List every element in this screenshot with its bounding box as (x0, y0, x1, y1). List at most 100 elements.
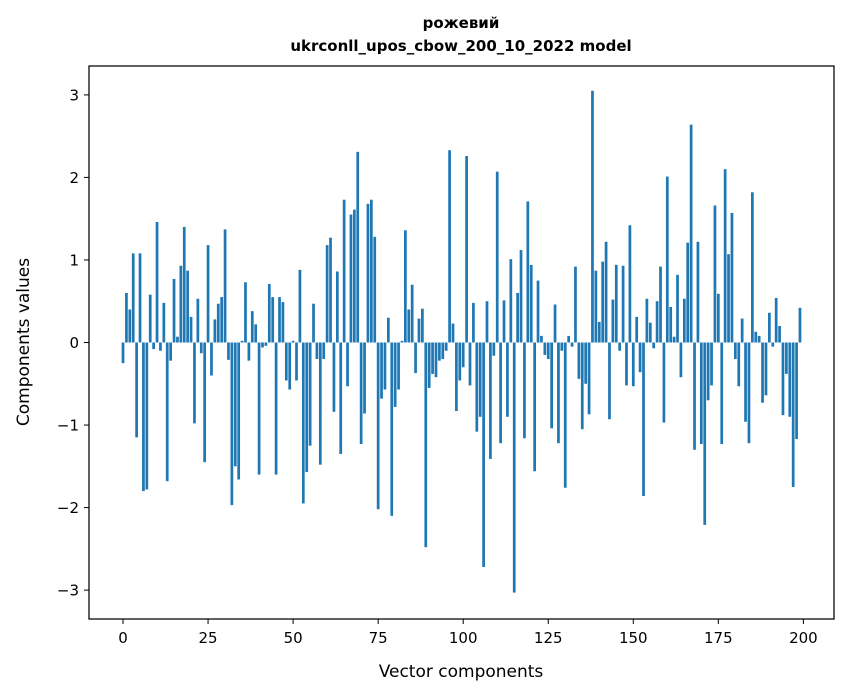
bar-component-99 (458, 342, 462, 381)
bar-component-51 (295, 342, 298, 381)
bar-component-56 (312, 303, 315, 343)
bar-component-187 (757, 335, 761, 343)
y-tick-label: −1 (57, 417, 79, 435)
y-tick-label: 1 (69, 251, 79, 269)
bar-component-112 (502, 300, 506, 343)
bar-component-37 (247, 342, 251, 361)
bar-component-71 (363, 342, 366, 414)
bar-component-111 (499, 342, 502, 444)
bar-component-26 (210, 342, 213, 376)
bar-component-61 (329, 237, 332, 343)
y-axis-ticks: −3 −2 −1 0 1 2 3 (57, 86, 89, 600)
bar-component-38 (250, 311, 254, 343)
bar-component-13 (165, 342, 169, 482)
bar-component-90 (427, 342, 431, 388)
bar-component-64 (339, 342, 343, 454)
bar-component-148 (625, 342, 628, 386)
bar-component-118 (523, 342, 526, 439)
x-tick-label: 25 (199, 629, 218, 647)
bar-component-186 (754, 331, 758, 343)
bar-component-124 (543, 342, 547, 355)
bar-component-66 (346, 342, 349, 387)
bar-component-125 (546, 342, 550, 360)
x-tick-label: 50 (284, 629, 303, 647)
bar-component-92 (434, 342, 438, 378)
bar-component-89 (424, 342, 428, 548)
bar-component-150 (631, 342, 635, 387)
bar-component-69 (356, 151, 360, 343)
bar-component-182 (740, 318, 744, 343)
bar-component-10 (155, 222, 159, 343)
bar-component-42 (264, 342, 268, 346)
x-tick-label: 0 (118, 629, 128, 647)
bar-component-177 (723, 169, 727, 343)
bar-component-52 (298, 269, 302, 343)
bar-component-44 (271, 297, 275, 343)
bar-component-22 (196, 298, 200, 343)
bar-component-57 (315, 342, 319, 360)
bar-component-88 (421, 308, 424, 343)
bar-component-95 (444, 342, 448, 351)
bar-component-17 (179, 265, 183, 343)
bar-component-146 (618, 342, 622, 351)
y-axis-label: Components values (14, 258, 34, 426)
bar-component-36 (244, 282, 247, 343)
bar-component-163 (676, 274, 679, 343)
bar-component-121 (533, 342, 536, 472)
bar-component-126 (550, 342, 554, 429)
bar-component-195 (785, 342, 788, 374)
bar-component-81 (397, 342, 400, 390)
bar-component-30 (223, 229, 227, 343)
bar-component-184 (747, 342, 751, 444)
bar-component-190 (768, 312, 771, 343)
bar-component-9 (152, 342, 155, 350)
bar-component-181 (737, 342, 741, 387)
bar-component-48 (284, 342, 288, 381)
bar-component-25 (206, 245, 210, 343)
bar-component-2 (128, 309, 132, 343)
bar-component-33 (233, 342, 237, 467)
bar-component-76 (380, 342, 383, 399)
bar-component-93 (438, 342, 441, 361)
bar-component-24 (203, 342, 207, 463)
x-axis-ticks: 0 25 50 75 100 125 150 175 200 (118, 619, 818, 647)
bar-component-115 (512, 342, 516, 593)
bar-component-165 (682, 298, 686, 343)
bar-component-117 (519, 250, 523, 343)
bar-component-63 (335, 271, 339, 343)
bar-component-109 (492, 342, 496, 356)
bar-component-172 (706, 342, 710, 401)
bar-component-157 (655, 301, 659, 343)
bar-component-60 (325, 245, 329, 343)
bar-component-160 (665, 176, 669, 343)
bar-component-0 (121, 342, 125, 364)
bar-component-96 (448, 150, 451, 343)
bar-component-129 (560, 342, 564, 351)
x-tick-label: 175 (704, 629, 733, 647)
bar-component-28 (216, 303, 220, 343)
bar-component-50 (291, 340, 295, 343)
bar-component-162 (672, 336, 676, 343)
bar-component-173 (710, 342, 713, 386)
y-tick-label: −2 (57, 499, 79, 517)
bar-component-72 (366, 203, 370, 343)
bar-component-149 (628, 225, 632, 343)
bar-component-15 (172, 278, 176, 343)
bar-component-18 (182, 226, 186, 343)
bar-component-159 (662, 342, 666, 423)
bar-component-113 (506, 342, 509, 417)
bar-component-58 (318, 342, 322, 465)
bar-component-183 (744, 342, 747, 422)
bar-component-6 (142, 342, 145, 492)
bar-component-107 (485, 301, 489, 343)
bar-component-77 (383, 342, 387, 390)
bar-component-78 (387, 317, 390, 343)
x-tick-label: 150 (619, 629, 648, 647)
bar-component-141 (601, 261, 605, 343)
bar-component-80 (393, 342, 397, 407)
bar-component-87 (417, 318, 421, 343)
bar-component-139 (594, 270, 598, 343)
bar-component-103 (472, 302, 475, 343)
bar-component-161 (669, 307, 673, 343)
